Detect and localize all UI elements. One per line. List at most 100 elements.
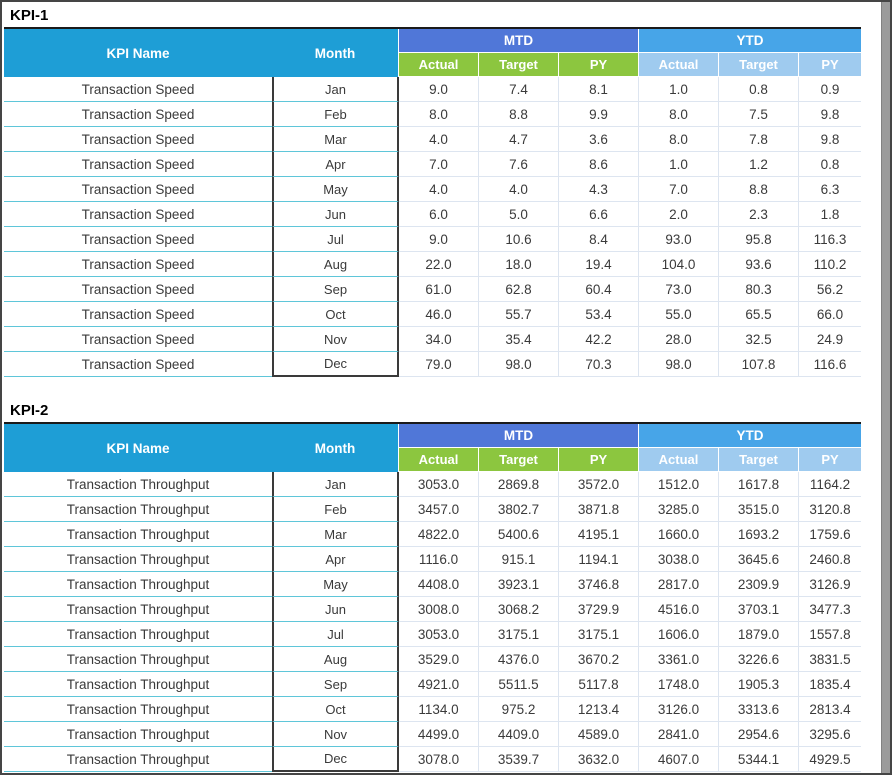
table-row: Transaction Speed Jul 9.0 10.6 8.4 93.0 … [4, 227, 862, 252]
table-row: Transaction Speed Apr 7.0 7.6 8.6 1.0 1.… [4, 152, 862, 177]
value-cell: 7.0 [639, 177, 720, 202]
value-cell: 116.3 [799, 227, 862, 252]
value-cell: 5400.6 [479, 522, 559, 547]
value-cell: 4921.0 [399, 672, 479, 697]
value-cell: 98.0 [479, 352, 559, 377]
value-cell: 5117.8 [559, 672, 640, 697]
month-header: Month [272, 424, 399, 472]
ytd-group-header: YTD [639, 424, 862, 448]
value-cell: 28.0 [639, 327, 720, 352]
value-cell: 3539.7 [479, 747, 559, 772]
value-cell: 2309.9 [719, 572, 800, 597]
value-cell: 6.3 [799, 177, 862, 202]
kpi-name-cell: Transaction Speed [4, 352, 272, 377]
value-cell: 3285.0 [639, 497, 720, 522]
value-cell: 42.2 [559, 327, 640, 352]
table-row: Transaction Speed Oct 46.0 55.7 53.4 55.… [4, 302, 862, 327]
table-row: Transaction Throughput Nov 4499.0 4409.0… [4, 722, 862, 747]
value-cell: 4376.0 [479, 647, 559, 672]
value-cell: 9.0 [399, 227, 479, 252]
value-cell: 3746.8 [559, 572, 640, 597]
value-cell: 3068.2 [479, 597, 559, 622]
value-cell: 4.0 [479, 177, 559, 202]
kpi-name-cell: Transaction Speed [4, 327, 272, 352]
value-cell: 18.0 [479, 252, 559, 277]
value-cell: 32.5 [719, 327, 800, 352]
value-cell: 2954.6 [719, 722, 800, 747]
ytd-target-header: Target [719, 53, 800, 77]
kpi-name-cell: Transaction Speed [4, 302, 272, 327]
table-row: Transaction Throughput Jan 3053.0 2869.8… [4, 472, 862, 497]
mtd-actual-header: Actual [399, 448, 479, 472]
value-cell: 55.0 [639, 302, 720, 327]
value-cell: 9.8 [799, 127, 862, 152]
value-cell: 0.9 [799, 77, 862, 102]
ytd-py-header: PY [799, 53, 862, 77]
value-cell: 34.0 [399, 327, 479, 352]
value-cell: 3802.7 [479, 497, 559, 522]
value-cell: 1213.4 [559, 697, 640, 722]
table-title: KPI-1 [4, 5, 861, 29]
value-cell: 80.3 [719, 277, 800, 302]
kpi-name-cell: Transaction Speed [4, 177, 272, 202]
value-cell: 98.0 [639, 352, 720, 377]
mtd-actual-header: Actual [399, 53, 479, 77]
month-cell: May [272, 177, 399, 202]
kpi-name-cell: Transaction Throughput [4, 597, 272, 622]
value-cell: 8.8 [719, 177, 800, 202]
value-cell: 8.0 [639, 102, 720, 127]
table-body: Transaction Speed Jan 9.0 7.4 8.1 1.0 0.… [4, 77, 862, 377]
value-cell: 4589.0 [559, 722, 640, 747]
value-cell: 7.0 [399, 152, 479, 177]
month-cell: Dec [272, 747, 399, 772]
kpi-name-cell: Transaction Throughput [4, 722, 272, 747]
kpi-name-cell: Transaction Throughput [4, 547, 272, 572]
table-row: Transaction Speed Mar 4.0 4.7 3.6 8.0 7.… [4, 127, 862, 152]
value-cell: 9.8 [799, 102, 862, 127]
kpi-name-cell: Transaction Speed [4, 127, 272, 152]
table-row: Transaction Throughput Apr 1116.0 915.1 … [4, 547, 862, 572]
month-cell: Mar [272, 522, 399, 547]
value-cell: 3457.0 [399, 497, 479, 522]
kpi-name-cell: Transaction Throughput [4, 672, 272, 697]
value-cell: 3515.0 [719, 497, 800, 522]
value-cell: 3038.0 [639, 547, 720, 572]
value-cell: 8.4 [559, 227, 640, 252]
value-cell: 6.6 [559, 202, 640, 227]
value-cell: 79.0 [399, 352, 479, 377]
value-cell: 73.0 [639, 277, 720, 302]
value-cell: 3572.0 [559, 472, 640, 497]
value-cell: 3923.1 [479, 572, 559, 597]
value-cell: 5511.5 [479, 672, 559, 697]
kpi-name-cell: Transaction Throughput [4, 572, 272, 597]
table-row: Transaction Throughput Dec 3078.0 3539.7… [4, 747, 862, 772]
value-cell: 915.1 [479, 547, 559, 572]
value-cell: 3078.0 [399, 747, 479, 772]
kpi-name-header: KPI Name [4, 424, 272, 472]
value-cell: 3670.2 [559, 647, 640, 672]
value-cell: 4195.1 [559, 522, 640, 547]
value-cell: 4607.0 [639, 747, 720, 772]
value-cell: 4.3 [559, 177, 640, 202]
table-row: Transaction Throughput Aug 3529.0 4376.0… [4, 647, 862, 672]
ytd-py-header: PY [799, 448, 862, 472]
value-cell: 22.0 [399, 252, 479, 277]
value-cell: 55.7 [479, 302, 559, 327]
value-cell: 4.0 [399, 177, 479, 202]
ytd-actual-header: Actual [639, 53, 720, 77]
table-row: Transaction Throughput Feb 3457.0 3802.7… [4, 497, 862, 522]
value-cell: 3126.9 [799, 572, 862, 597]
mtd-target-header: Target [479, 448, 559, 472]
value-cell: 1557.8 [799, 622, 862, 647]
value-cell: 3871.8 [559, 497, 640, 522]
kpi-name-cell: Transaction Speed [4, 202, 272, 227]
value-cell: 9.9 [559, 102, 640, 127]
kpi-name-cell: Transaction Throughput [4, 697, 272, 722]
value-cell: 1512.0 [639, 472, 720, 497]
month-cell: Oct [272, 697, 399, 722]
value-cell: 60.4 [559, 277, 640, 302]
value-cell: 1759.6 [799, 522, 862, 547]
mtd-target-header: Target [479, 53, 559, 77]
ytd-actual-header: Actual [639, 448, 720, 472]
